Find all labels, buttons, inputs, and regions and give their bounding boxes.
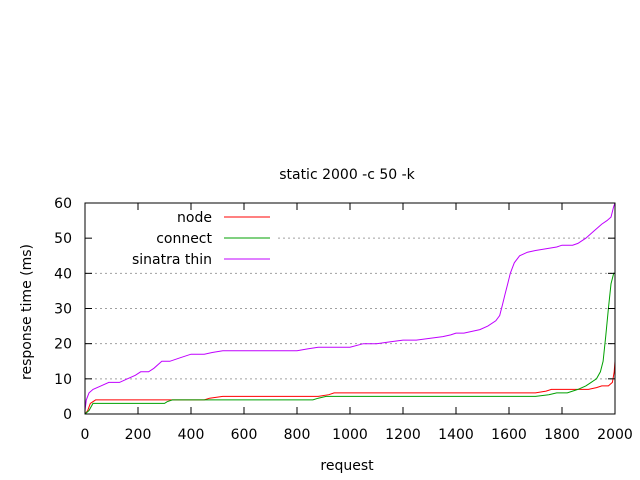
legend-label: sinatra thin xyxy=(132,252,212,268)
x-tick-label: 800 xyxy=(284,427,311,443)
chart-title: static 2000 -c 50 -k xyxy=(279,167,415,183)
x-tick-label: 1800 xyxy=(544,427,580,443)
x-tick-label: 200 xyxy=(125,427,152,443)
y-tick-label: 20 xyxy=(54,337,72,353)
x-tick-label: 1600 xyxy=(491,427,527,443)
y-tick-label: 10 xyxy=(54,372,72,388)
x-tick-label: 0 xyxy=(81,427,90,443)
x-tick-label: 600 xyxy=(231,427,258,443)
series-line-sinatra-thin xyxy=(84,202,616,411)
y-tick-label: 0 xyxy=(63,407,72,423)
series-layer xyxy=(84,202,616,415)
x-axis-label: request xyxy=(320,458,374,474)
y-axis-label: response time (ms) xyxy=(19,244,35,380)
legend-label: connect xyxy=(156,231,212,247)
series-line-connect xyxy=(84,272,615,415)
x-tick-label: 1000 xyxy=(332,427,368,443)
y-tick-label: 30 xyxy=(54,302,72,318)
y-tick-label: 40 xyxy=(54,266,72,282)
legend: node connect sinatra thin xyxy=(132,210,270,268)
x-tick-label: 1400 xyxy=(438,427,474,443)
grid-layer xyxy=(85,237,615,380)
x-tick-label: 2000 xyxy=(597,427,633,443)
legend-label: node xyxy=(177,210,212,226)
series-line-node xyxy=(84,361,616,415)
x-tick-label: 400 xyxy=(178,427,205,443)
y-tick-label: 60 xyxy=(54,196,72,212)
x-tick-label: 1200 xyxy=(385,427,421,443)
y-tick-label: 50 xyxy=(54,231,72,247)
